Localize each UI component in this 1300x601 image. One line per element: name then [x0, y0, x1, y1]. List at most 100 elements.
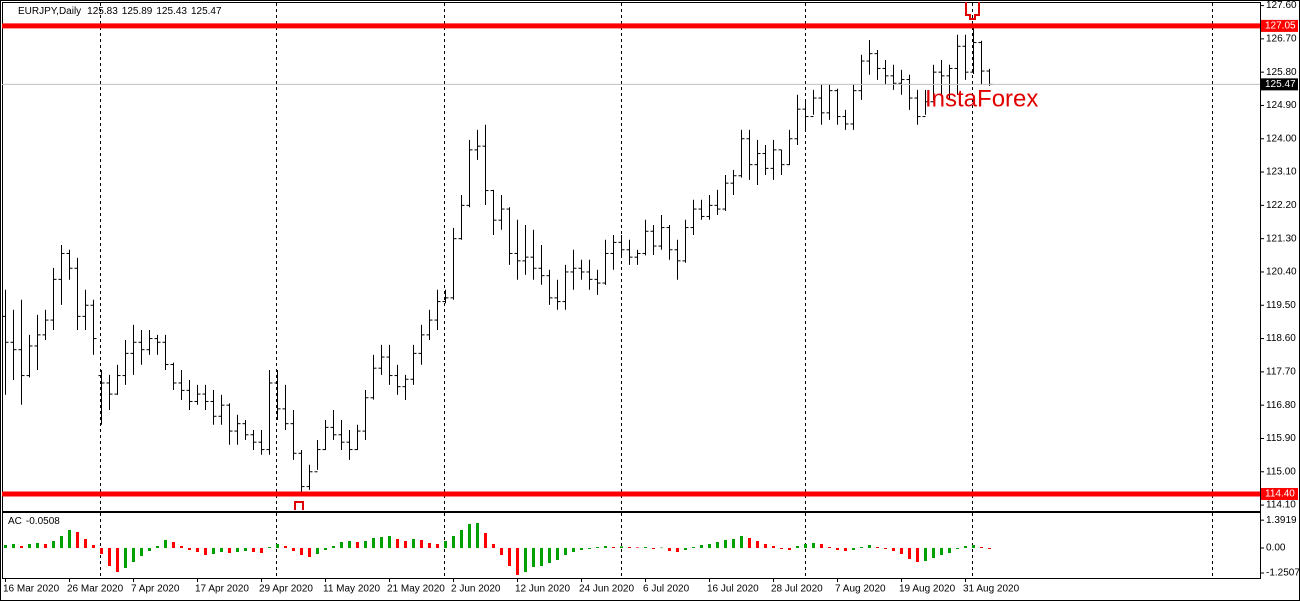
close-value: 125.47 — [191, 6, 222, 17]
x-tick-label: 16 Jul 2020 — [707, 584, 759, 595]
indicator-bar — [268, 547, 271, 548]
x-tick-label: 11 May 2020 — [323, 584, 381, 595]
indicator-bar — [612, 547, 615, 548]
indicator-bar — [20, 546, 23, 548]
indicator-bar — [740, 536, 743, 548]
indicator-bar — [212, 548, 215, 554]
indicator-bar — [396, 539, 399, 548]
indicator-bar — [28, 544, 31, 548]
high-value: 125.89 — [122, 6, 153, 17]
symbol: EURJPY,Daily — [18, 6, 81, 17]
indicator-bar — [764, 544, 767, 548]
indicator-bar — [52, 541, 55, 548]
x-tick-label: 7 Apr 2020 — [131, 584, 180, 595]
level-label: 127.05 — [1265, 21, 1296, 32]
indicator-bar — [596, 547, 599, 548]
x-tick-label: 29 Apr 2020 — [259, 584, 313, 595]
indicator-bar — [676, 548, 679, 552]
indicator-name: AC — [8, 516, 22, 527]
indicator-bar — [468, 524, 471, 548]
x-tick-label: 17 Apr 2020 — [195, 584, 249, 595]
y-tick-label: 116.80 — [1266, 400, 1296, 411]
indicator-bar — [932, 548, 935, 558]
indicator-bar — [940, 548, 943, 555]
indicator-bar — [292, 548, 295, 551]
indicator-bar — [156, 546, 159, 548]
indicator-bar — [668, 548, 671, 551]
indicator-bar — [132, 548, 135, 562]
indicator-bar — [316, 548, 319, 554]
indicator-bar — [196, 548, 199, 552]
level-box — [1261, 487, 1298, 500]
indicator-bar — [836, 548, 839, 550]
fractal-marker — [965, 2, 980, 20]
indicator-bar — [884, 548, 887, 549]
indicator-bar — [620, 546, 623, 548]
current-price-box — [1261, 78, 1298, 91]
y-tick-label: 124.00 — [1266, 133, 1297, 144]
indicator-bar — [852, 548, 855, 550]
indicator-bar — [948, 548, 951, 553]
indicator-bar — [900, 548, 903, 554]
indicator-bar — [356, 542, 359, 548]
indicator-bar — [628, 547, 631, 548]
indicator-bar — [692, 547, 695, 548]
indicator-bar — [236, 548, 239, 552]
indicator-bar — [4, 545, 7, 548]
indicator-bar — [188, 548, 191, 550]
watermark: InstaForex — [925, 85, 1038, 112]
indicator-bar — [644, 547, 647, 548]
indicator-bar — [716, 542, 719, 548]
indicator-bar — [844, 548, 847, 551]
indicator-bar — [388, 536, 391, 548]
indicator-bar — [780, 548, 783, 549]
indicator-bar — [108, 548, 111, 566]
x-tick-label: 7 Aug 2020 — [835, 584, 886, 595]
indicator-bar — [556, 548, 559, 560]
indicator-bar — [100, 548, 103, 554]
indicator-bar — [92, 545, 95, 548]
indicator-bar — [484, 533, 487, 548]
x-tick-label: 28 Jul 2020 — [771, 584, 823, 595]
y-tick-label: 115.90 — [1266, 433, 1296, 444]
x-tick-label: 26 Mar 2020 — [67, 584, 124, 595]
indicator-bar — [452, 536, 455, 548]
y-tick-label: 126.70 — [1266, 33, 1297, 44]
indicator-bar — [876, 547, 879, 548]
indicator-bar — [12, 544, 15, 548]
indicator-bar — [748, 538, 751, 548]
indicator-bar — [420, 540, 423, 548]
indicator-bar — [492, 544, 495, 548]
y-tick-label: 121.30 — [1266, 233, 1297, 244]
indicator-bar — [564, 548, 567, 555]
indicator-bar — [708, 544, 711, 548]
y-tick-label: 118.60 — [1266, 333, 1296, 344]
indicator-bar — [636, 547, 639, 548]
indicator-panel — [2, 512, 1261, 579]
indicator-bar — [220, 548, 223, 552]
indicator-bar — [988, 548, 991, 550]
y-tick-label: 115.00 — [1266, 466, 1296, 477]
indicator-bar — [788, 548, 791, 550]
indicator-bar — [972, 545, 975, 548]
marks — [2, 24, 993, 575]
indicator-bar — [84, 539, 87, 548]
indicator-bar — [284, 546, 287, 548]
indicator-bar — [60, 536, 63, 548]
indicator-bar — [148, 548, 151, 551]
price-panel — [2, 2, 1261, 512]
indicator-bar — [684, 548, 687, 550]
y-tick-label: 114.10 — [1266, 500, 1296, 511]
indicator-bar — [572, 548, 575, 552]
indicator-bar — [276, 544, 279, 548]
indicator-bar — [724, 540, 727, 548]
indicator-bar — [460, 530, 463, 548]
indicator-bar — [580, 548, 583, 550]
indicator-bar — [980, 547, 983, 548]
indicator-bar — [796, 546, 799, 548]
indicator-bar — [868, 545, 871, 548]
indicator-bar — [380, 537, 383, 548]
y-tick-label: 120.40 — [1266, 267, 1297, 278]
